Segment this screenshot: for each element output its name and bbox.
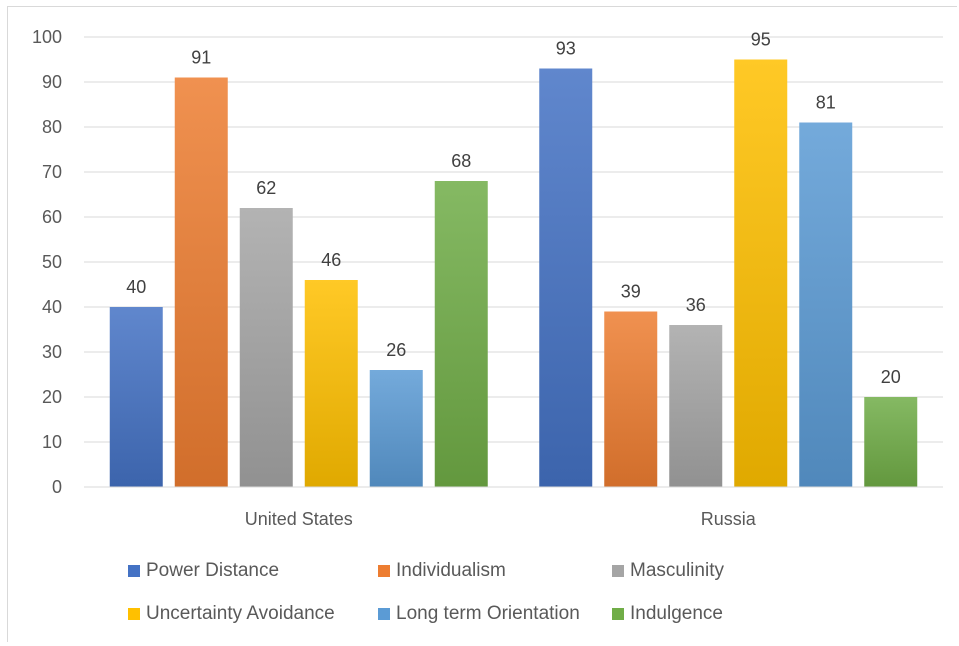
bar [434, 181, 488, 487]
y-tick-label: 40 [42, 297, 62, 317]
bars [109, 59, 918, 487]
y-tick-label: 90 [42, 72, 62, 92]
data-label: 93 [556, 39, 576, 59]
data-label: 39 [621, 282, 641, 302]
bar [304, 280, 358, 487]
y-tick-label: 0 [52, 477, 62, 497]
x-category-label: United States [245, 509, 353, 529]
y-tick-label: 10 [42, 432, 62, 452]
bar [734, 59, 788, 487]
bar [239, 208, 293, 487]
bar [174, 77, 228, 487]
data-label: 62 [256, 178, 276, 198]
data-label: 36 [686, 295, 706, 315]
bar [604, 311, 658, 487]
data-label: 91 [191, 48, 211, 68]
y-tick-label: 20 [42, 387, 62, 407]
x-category-label: Russia [701, 509, 757, 529]
data-label: 95 [751, 30, 771, 50]
bar [799, 122, 853, 487]
bar [864, 397, 918, 487]
bar [669, 325, 723, 487]
data-label: 26 [386, 340, 406, 360]
y-tick-label: 100 [32, 27, 62, 47]
chart-frame [7, 6, 957, 642]
data-label: 20 [881, 367, 901, 387]
bar [539, 68, 593, 487]
y-tick-label: 50 [42, 252, 62, 272]
y-tick-label: 30 [42, 342, 62, 362]
x-axis: United States Russia [84, 486, 943, 529]
y-tick-label: 70 [42, 162, 62, 182]
data-label: 68 [451, 151, 471, 171]
y-axis: 0 10 20 30 40 50 60 70 80 90 100 [32, 27, 62, 497]
bar [109, 307, 163, 487]
y-tick-label: 80 [42, 117, 62, 137]
data-label: 40 [126, 277, 146, 297]
y-tick-label: 60 [42, 207, 62, 227]
data-label: 81 [816, 93, 836, 113]
data-labels: 40 91 62 46 26 68 93 39 36 95 81 20 [126, 30, 901, 388]
bar [369, 370, 423, 487]
data-label: 46 [321, 250, 341, 270]
